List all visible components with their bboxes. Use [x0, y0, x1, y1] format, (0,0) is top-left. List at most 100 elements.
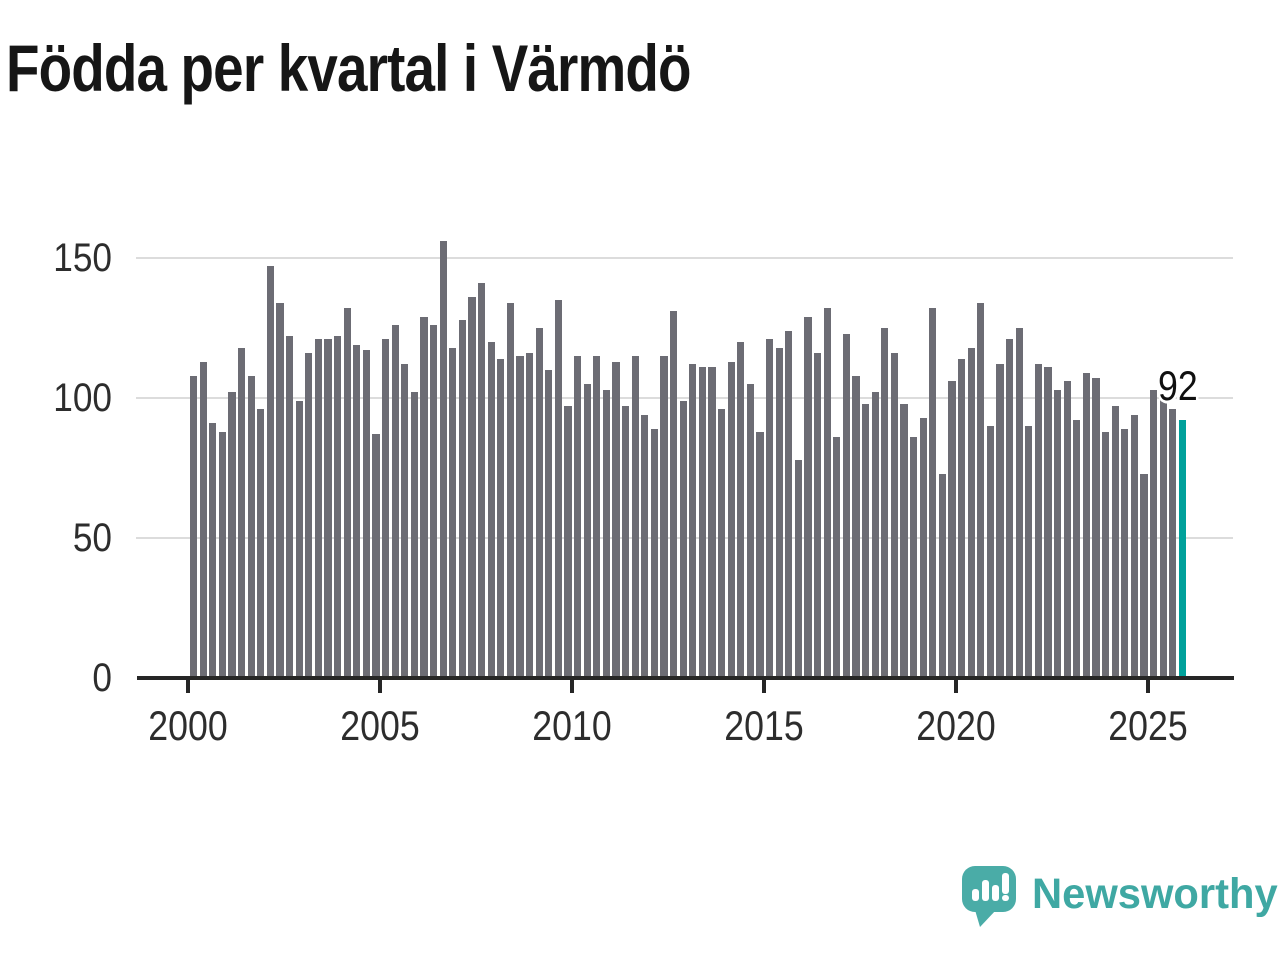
- bar: [334, 336, 342, 678]
- bar: [257, 409, 265, 678]
- chart-title: Födda per kvartal i Värmdö: [6, 31, 692, 105]
- bar: [1159, 395, 1167, 678]
- x-tick-2025: [1146, 680, 1150, 693]
- logo-chart-bar-icon: [972, 889, 979, 901]
- bar: [372, 434, 380, 678]
- gridline-100: [136, 397, 1233, 399]
- bar: [631, 356, 639, 678]
- gridline-150: [136, 257, 1233, 259]
- bar: [228, 392, 236, 678]
- speech-bubble-tail: [975, 910, 996, 927]
- bar: [343, 308, 351, 678]
- newsworthy-logo-mark-icon: [962, 866, 1016, 927]
- bar: [679, 400, 687, 678]
- bar: [305, 353, 313, 678]
- highlight-bar: [1178, 420, 1186, 678]
- bar: [602, 389, 610, 678]
- bar: [1073, 420, 1081, 678]
- bar: [612, 361, 620, 678]
- bar: [641, 414, 649, 678]
- y-tick-label-0: 0: [92, 656, 112, 700]
- bar: [708, 367, 716, 678]
- bar: [266, 266, 274, 678]
- x-tick-2010: [570, 680, 574, 693]
- bar: [439, 241, 447, 678]
- x-tick-2015: [762, 680, 766, 693]
- bar: [1063, 381, 1071, 678]
- bar: [727, 361, 735, 678]
- bar: [737, 342, 745, 678]
- bar: [1102, 431, 1110, 678]
- bar: [295, 400, 303, 678]
- newsworthy-wordmark: Newsworthy: [1032, 870, 1278, 918]
- bar: [1150, 389, 1158, 678]
- bar: [420, 316, 428, 678]
- newsworthy-logo: Newsworthy: [962, 864, 1278, 934]
- bar: [890, 353, 898, 678]
- bar: [766, 339, 774, 678]
- bar: [430, 325, 438, 678]
- bar: [775, 347, 783, 678]
- bar: [698, 367, 706, 678]
- bar: [449, 347, 457, 678]
- bar: [1082, 372, 1090, 678]
- x-tick-2020: [954, 680, 958, 693]
- bar: [804, 316, 812, 678]
- logo-exclamation-icon: [1002, 873, 1009, 894]
- bar: [900, 403, 908, 678]
- bar: [670, 311, 678, 678]
- bar: [871, 392, 879, 678]
- bar: [919, 417, 927, 678]
- bar: [583, 384, 591, 678]
- bar: [958, 358, 966, 678]
- bar: [391, 325, 399, 678]
- bar: [756, 431, 764, 678]
- bar: [535, 328, 543, 678]
- bar: [746, 384, 754, 678]
- bar: [593, 356, 601, 678]
- bar: [574, 356, 582, 678]
- bar: [314, 339, 322, 678]
- y-tick-label-100: 100: [53, 376, 112, 420]
- x-axis-line: [137, 676, 1234, 680]
- bar: [948, 381, 956, 678]
- bar: [190, 375, 198, 678]
- x-tick-label-2000: 2000: [148, 702, 228, 749]
- bar: [324, 339, 332, 678]
- bar: [487, 342, 495, 678]
- logo-chart-bar-icon: [982, 880, 989, 901]
- bar: [526, 353, 534, 678]
- bar: [1015, 328, 1023, 678]
- bar: [286, 336, 294, 678]
- bar: [554, 300, 562, 678]
- bar: [564, 406, 572, 678]
- bar: [506, 302, 514, 678]
- x-tick-2000: [186, 680, 190, 693]
- bar: [622, 406, 630, 678]
- bar: [545, 370, 553, 678]
- logo-chart-bar-icon: [992, 885, 999, 901]
- bar: [910, 437, 918, 678]
- bar: [362, 350, 370, 678]
- bar: [353, 344, 361, 678]
- bar: [785, 330, 793, 678]
- bar: [929, 308, 937, 678]
- bar: [823, 308, 831, 678]
- y-tick-label-150: 150: [53, 236, 112, 280]
- bar: [401, 364, 409, 678]
- bar: [842, 333, 850, 678]
- bar: [689, 364, 697, 678]
- y-tick-label-50: 50: [72, 516, 112, 560]
- bar: [881, 328, 889, 678]
- bar: [660, 356, 668, 678]
- x-tick-label-2010: 2010: [532, 702, 612, 749]
- bar: [1034, 364, 1042, 678]
- x-tick-label-2005: 2005: [340, 702, 420, 749]
- bar: [938, 473, 946, 678]
- bar: [794, 459, 802, 678]
- bar: [833, 437, 841, 678]
- bar: [497, 358, 505, 678]
- bar: [1025, 426, 1033, 678]
- bar: [478, 283, 486, 678]
- bar: [1054, 389, 1062, 678]
